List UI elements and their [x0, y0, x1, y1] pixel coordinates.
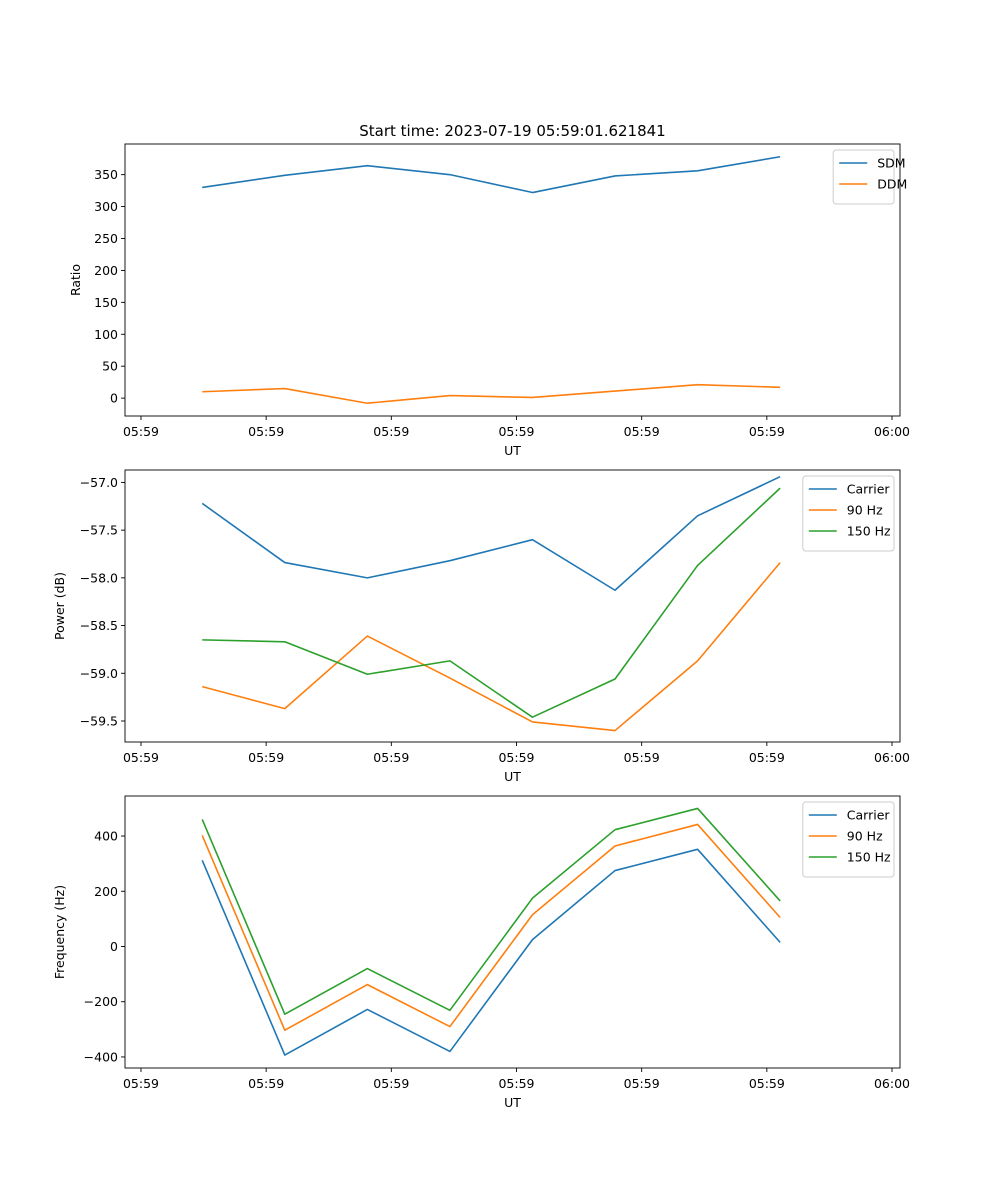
series-line-carrier	[201, 848, 781, 1056]
x-tick-label: 05:59	[624, 1076, 660, 1091]
y-tick-label: −200	[84, 994, 118, 1009]
series-line-ddm	[202, 383, 781, 405]
y-axis-label: Power (dB)	[52, 572, 67, 640]
axes-frame	[124, 143, 901, 417]
legend-entry: 90 Hz	[847, 829, 883, 844]
y-axis-label: Ratio	[68, 264, 83, 296]
series-line-carrier	[201, 475, 781, 592]
x-tick-label: 05:59	[123, 750, 159, 765]
legend-entry: 90 Hz	[847, 503, 883, 518]
legend-entry: 150 Hz	[847, 850, 891, 865]
y-tick-label: 250	[94, 231, 118, 246]
y-tick-label: 400	[94, 829, 118, 844]
y-tick-label: 200	[94, 263, 118, 278]
y-tick-label: 0	[110, 391, 118, 406]
subplot-1: 05:59 05:59 05:59 05:59 05:59 05:59 06:00 0 50 10…	[68, 122, 910, 458]
series-line-150-hz	[202, 487, 781, 718]
legend-entry: Carrier	[847, 482, 891, 497]
y-tick-label: 150	[94, 295, 118, 310]
chart-title: Start time: 2023-07-19 05:59:01.621841	[359, 122, 665, 140]
x-tick-label: 05:59	[749, 1076, 785, 1091]
x-tick-label: 06:00	[874, 1076, 910, 1091]
y-tick-label: −400	[84, 1049, 118, 1064]
x-tick-label: 05:59	[123, 424, 159, 439]
y-tick-label: 200	[94, 884, 118, 899]
y-tick-label: −58.5	[80, 618, 118, 633]
y-tick-label: −59.0	[80, 666, 118, 681]
series-line-90-hz	[201, 823, 781, 1031]
subplot-3: 05:59 05:59 05:59 05:59 05:59 05:59 06:00 −400 −…	[52, 795, 910, 1110]
y-tick-label: 300	[94, 199, 118, 214]
x-axis-label: UT	[504, 443, 521, 458]
x-axis-label: UT	[504, 1095, 521, 1110]
legend: SDM DDM	[832, 149, 907, 205]
y-tick-label: 350	[94, 167, 118, 182]
legend-entry: DDM	[877, 177, 907, 192]
x-tick-label: 05:59	[248, 424, 284, 439]
x-tick-label: 05:59	[248, 1076, 284, 1091]
axes-frame	[124, 469, 901, 743]
y-tick-label: 50	[102, 359, 118, 374]
x-tick-label: 05:59	[373, 750, 409, 765]
x-tick-label: 05:59	[498, 1076, 534, 1091]
legend-entry: Carrier	[847, 808, 891, 823]
series-line-90-hz	[202, 562, 781, 732]
series-line-sdm	[202, 155, 781, 194]
legend: Carrier 90 Hz 150 Hz	[802, 475, 895, 552]
legend-entry: 150 Hz	[847, 524, 891, 539]
x-tick-label: 05:59	[373, 1076, 409, 1091]
x-axis-label: UT	[504, 769, 521, 784]
x-tick-label: 05:59	[123, 1076, 159, 1091]
x-tick-label: 05:59	[624, 750, 660, 765]
x-tick-label: 05:59	[749, 750, 785, 765]
legend-box	[802, 801, 895, 878]
y-tick-label: −58.0	[80, 570, 118, 585]
x-tick-label: 05:59	[624, 424, 660, 439]
y-tick-label: −57.5	[80, 523, 118, 538]
x-tick-label: 05:59	[498, 750, 534, 765]
legend-entry: SDM	[877, 156, 905, 171]
y-tick-label: −57.0	[80, 475, 118, 490]
x-tick-label: 06:00	[874, 750, 910, 765]
x-tick-label: 05:59	[498, 424, 534, 439]
subplot-2: 05:59 05:59 05:59 05:59 05:59 05:59 06:00 −59.5…	[52, 469, 910, 784]
y-tick-label: −59.5	[80, 714, 118, 729]
legend: Carrier 90 Hz 150 Hz	[802, 801, 895, 878]
x-tick-label: 06:00	[874, 424, 910, 439]
series-line-150-hz	[201, 807, 781, 1015]
y-tick-label: 0	[110, 939, 118, 954]
axes-frame	[124, 795, 901, 1069]
x-tick-label: 05:59	[749, 424, 785, 439]
y-tick-label: 100	[94, 327, 118, 342]
x-tick-label: 05:59	[248, 750, 284, 765]
x-tick-label: 05:59	[373, 424, 409, 439]
y-axis-label: Frequency (Hz)	[52, 885, 67, 979]
legend-box	[802, 475, 895, 552]
